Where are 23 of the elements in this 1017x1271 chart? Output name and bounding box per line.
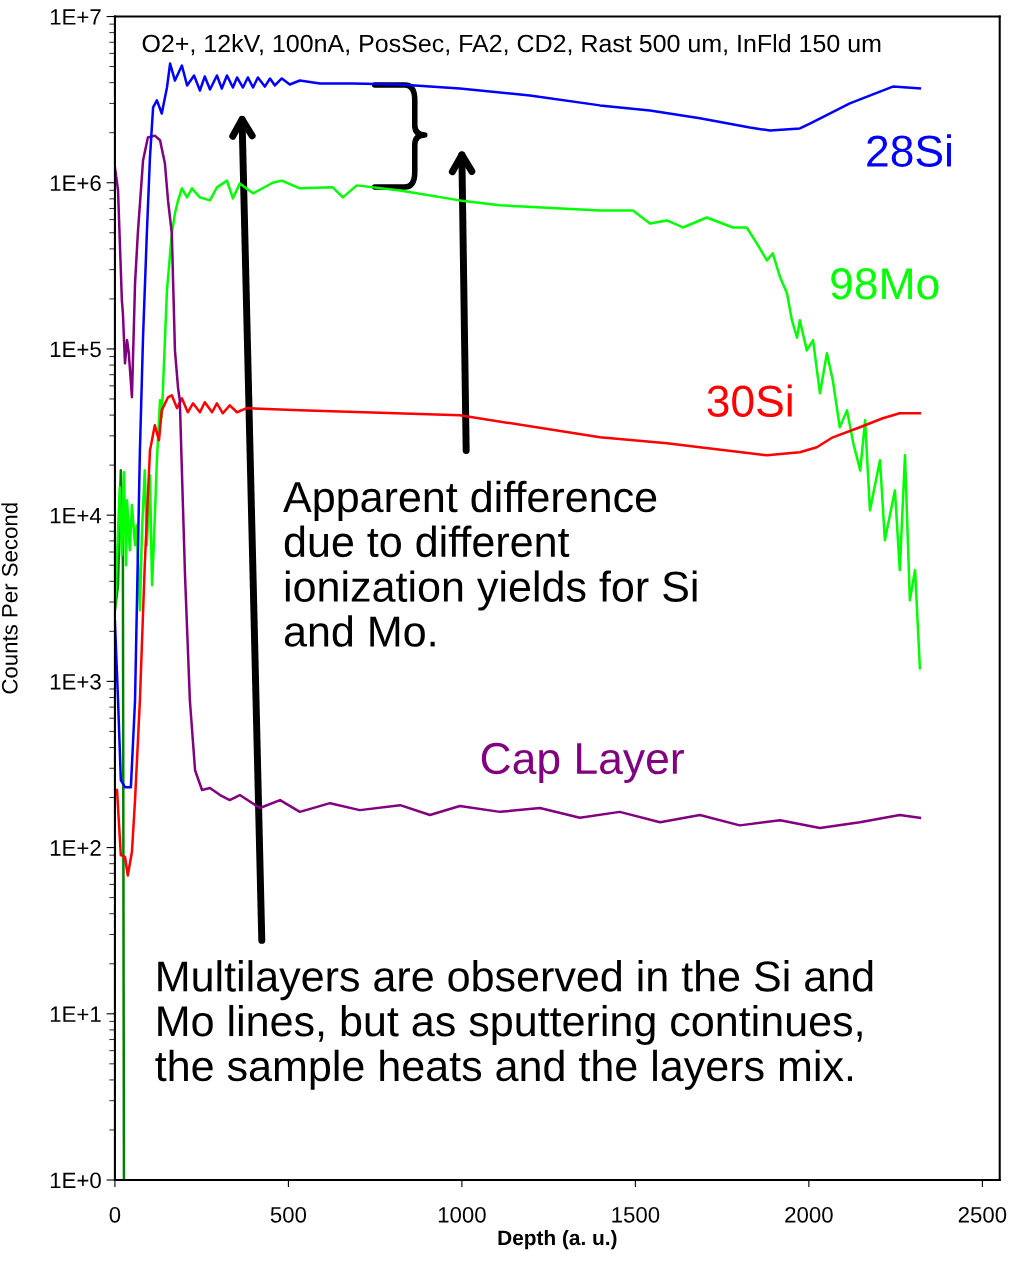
x-tick-label: 1500 [612, 1206, 660, 1223]
series-label: Cap Layer [481, 742, 684, 784]
annotation: Multilayers are observed in the Si and Mo lines, but as sputtering continues, the sample heats and the layers mix. [155, 960, 873, 1090]
y-tick-label: 1E+1 [50, 1006, 101, 1022]
x-tick-label: 1000 [438, 1206, 486, 1223]
x-axis-title: Depth (a. u.) [498, 1229, 617, 1250]
x-tick-label: 500 [270, 1206, 307, 1223]
y-tick-label: 1E+5 [50, 341, 101, 358]
y-axis-title: Counts Per Second [1, 503, 18, 694]
y-tick-label: 1E+2 [50, 840, 101, 856]
annotation: O2+, 12kV, 100nA, PosSec, FA2, CD2, Rast 500 um, InFld 150 um [142, 33, 881, 56]
series-label: 28Si [867, 134, 951, 167]
y-tick-label: 1E+0 [50, 1172, 101, 1189]
y-tick-label: 1E+3 [50, 673, 101, 690]
series-label: 98Mo [831, 268, 939, 300]
y-tick-label: 1E+4 [50, 507, 102, 524]
annotation: Apparent difference due to different ionization yields for Si and Mo. [283, 480, 697, 647]
x-tick-label: 2000 [785, 1206, 833, 1223]
x-tick-label: 0 [109, 1206, 121, 1223]
y-tick-label: 1E+6 [50, 175, 101, 191]
x-tick-label: 2500 [958, 1206, 1007, 1223]
y-tick-label: 1E+7 [50, 9, 101, 25]
series-label: 30Si [707, 384, 792, 418]
